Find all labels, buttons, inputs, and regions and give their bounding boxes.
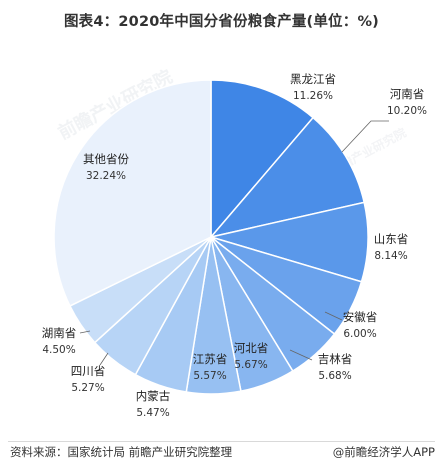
leader-line-2 [341, 120, 389, 153]
slice-name-label: 四川省 [71, 364, 106, 378]
leader-lines [79, 120, 389, 366]
source-note: 资料来源：国家统计局 前瞻产业研究院整理 [10, 445, 233, 459]
slice-name-label: 吉林省 [318, 352, 353, 366]
pie-slices [53, 79, 369, 395]
slice-name-label: 江苏省 [193, 352, 228, 366]
slice-value-label: 5.57% [193, 370, 226, 382]
slice-name-label: 安徽省 [343, 310, 378, 324]
slice-name-label: 河北省 [234, 341, 269, 355]
slice-name-label: 河南省 [390, 87, 425, 101]
leader-line-5 [289, 349, 313, 361]
pie-slice-2 [208, 116, 366, 239]
slice-name-label: 内蒙古 [136, 389, 171, 403]
footer-divider [8, 441, 435, 442]
slice-name-label: 其他省份 [83, 152, 129, 166]
slice-value-label: 10.20% [387, 105, 427, 117]
slice-value-label: 8.14% [374, 250, 407, 262]
pie-slice-11 [53, 79, 212, 307]
leader-line-10 [79, 330, 91, 334]
slice-name-label: 山东省 [374, 232, 409, 246]
leader-line-9 [99, 352, 109, 366]
slice-value-label: 5.67% [234, 359, 267, 371]
slice-value-label: 11.26% [293, 90, 333, 102]
slice-value-label: 6.00% [343, 328, 376, 340]
slice-value-label: 5.27% [71, 382, 104, 394]
pie-chart: 前瞻产业研究院前瞻产业研究院前瞻产业研究院 黑龙江省11.26%河南省10.20… [42, 65, 427, 419]
slice-value-label: 32.24% [86, 170, 126, 182]
slice-name-label: 黑龙江省 [290, 72, 336, 86]
slice-labels: 黑龙江省 11.26% 河南省 10.20% 山东省 8.14% 安徽省 6.00% 吉林省 5.… [42, 72, 427, 419]
slice-value-label: 5.68% [318, 370, 351, 382]
brand-credit: @前瞻经济学人APP [332, 445, 435, 459]
slice-value-label: 4.50% [42, 344, 75, 356]
pie-slice-1 [210, 79, 315, 240]
slice-name-label: 湖南省 [42, 326, 77, 340]
slice-value-label: 5.47% [136, 407, 169, 419]
chart-title: 图表4：2020年中国分省份粮食产量(单位：%) [63, 14, 380, 30]
leader-line-4 [324, 311, 343, 321]
